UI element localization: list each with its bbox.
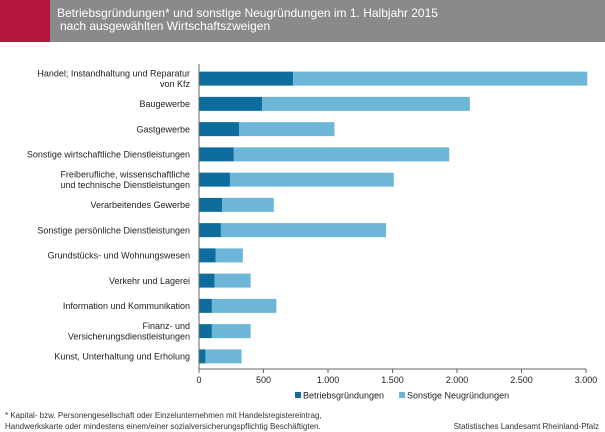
category-label-7: Grundstücks- und Wohnungswesen	[48, 251, 190, 261]
chart-title-line-2: nach ausgewählten Wirtschaftszweigen	[60, 19, 271, 33]
category-label-5: Verarbeitendes Gewerbe	[90, 200, 190, 210]
category-label-8: Verkehr und Lagerei	[109, 276, 190, 286]
bar-sonstige-neugruendungen-10	[211, 324, 251, 339]
bar-sonstige-neugruendungen-11	[205, 349, 242, 364]
bar-betriebsgruendungen-9	[199, 298, 212, 313]
x-tick-label-2: 1.000	[317, 375, 340, 385]
bar-sonstige-neugruendungen-4	[229, 172, 394, 187]
bar-betriebsgruendungen-2	[199, 122, 239, 137]
bar-sonstige-neugruendungen-7	[215, 248, 243, 263]
bar-sonstige-neugruendungen-2	[238, 122, 335, 137]
bar-betriebsgruendungen-3	[199, 147, 234, 162]
bar-betriebsgruendungen-1	[199, 96, 263, 111]
legend-swatch-sonstige-neugruendungen	[399, 392, 405, 398]
category-label-10: Finanz- und Versicherungsdienstleistungen	[68, 321, 190, 342]
chart-title-line-1: Betriebsgründungen* und sonstige Neugrün…	[57, 6, 438, 20]
x-tick-label-6: 3.000	[575, 375, 598, 385]
category-label-9: Information und Kommunikation	[63, 301, 190, 311]
bar-betriebsgruendungen-11	[199, 349, 206, 364]
x-tick-label-3: 1.500	[381, 375, 404, 385]
x-tick-label-5: 2.500	[510, 375, 533, 385]
bar-sonstige-neugruendungen-0	[293, 71, 588, 86]
category-label-0: Handel; Instandhaltung und Reparatur von …	[37, 69, 190, 90]
x-tick-label-4: 2.000	[446, 375, 469, 385]
legend-label-sonstige-neugruendungen: Sonstige Neugründungen	[407, 391, 509, 401]
category-label-3: Sonstige wirtschaftliche Dienstleistunge…	[27, 150, 190, 160]
bar-sonstige-neugruendungen-1	[262, 96, 470, 111]
title-banner	[0, 0, 605, 42]
category-label-1: Baugewerbe	[139, 99, 190, 109]
legend-label-betriebsgruendungen: Betriebsgründungen	[303, 391, 384, 401]
bar-sonstige-neugruendungen-3	[233, 147, 450, 162]
source-note: Statistisches Landesamt Rheinland-Pfalz	[453, 422, 599, 431]
bar-chart: Handel; Instandhaltung und Reparatur von …	[27, 64, 598, 401]
footnote-line-1: * Kapital- bzw. Personengesellschaft ode…	[5, 411, 322, 420]
bar-sonstige-neugruendungen-5	[222, 197, 274, 212]
category-label-6: Sonstige persönliche Dienstleistungen	[37, 225, 190, 235]
category-label-11: Kunst, Unterhaltung und Erholung	[54, 352, 190, 362]
bar-betriebsgruendungen-7	[199, 248, 216, 263]
bar-betriebsgruendungen-8	[199, 273, 215, 288]
bar-sonstige-neugruendungen-6	[220, 223, 387, 238]
x-tick-label-1: 500	[256, 375, 271, 385]
footnote-line-2: Handwerkskarte oder mindestens einem/ein…	[5, 422, 321, 431]
legend-swatch-betriebsgruendungen	[295, 392, 301, 398]
accent-block	[0, 0, 50, 42]
bar-betriebsgruendungen-6	[199, 223, 221, 238]
x-tick-label-0: 0	[196, 375, 201, 385]
category-label-4: Freiberufliche, wissenschaftliche und tec…	[60, 170, 190, 191]
bar-betriebsgruendungen-10	[199, 324, 212, 339]
bar-betriebsgruendungen-5	[199, 197, 223, 212]
bar-sonstige-neugruendungen-9	[211, 298, 277, 313]
bar-betriebsgruendungen-4	[199, 172, 230, 187]
bar-betriebsgruendungen-0	[199, 71, 294, 86]
category-label-2: Gastgewerbe	[136, 124, 190, 134]
bar-sonstige-neugruendungen-8	[214, 273, 251, 288]
chart-title: Betriebsgründungen* und sonstige Neugrün…	[57, 7, 597, 33]
